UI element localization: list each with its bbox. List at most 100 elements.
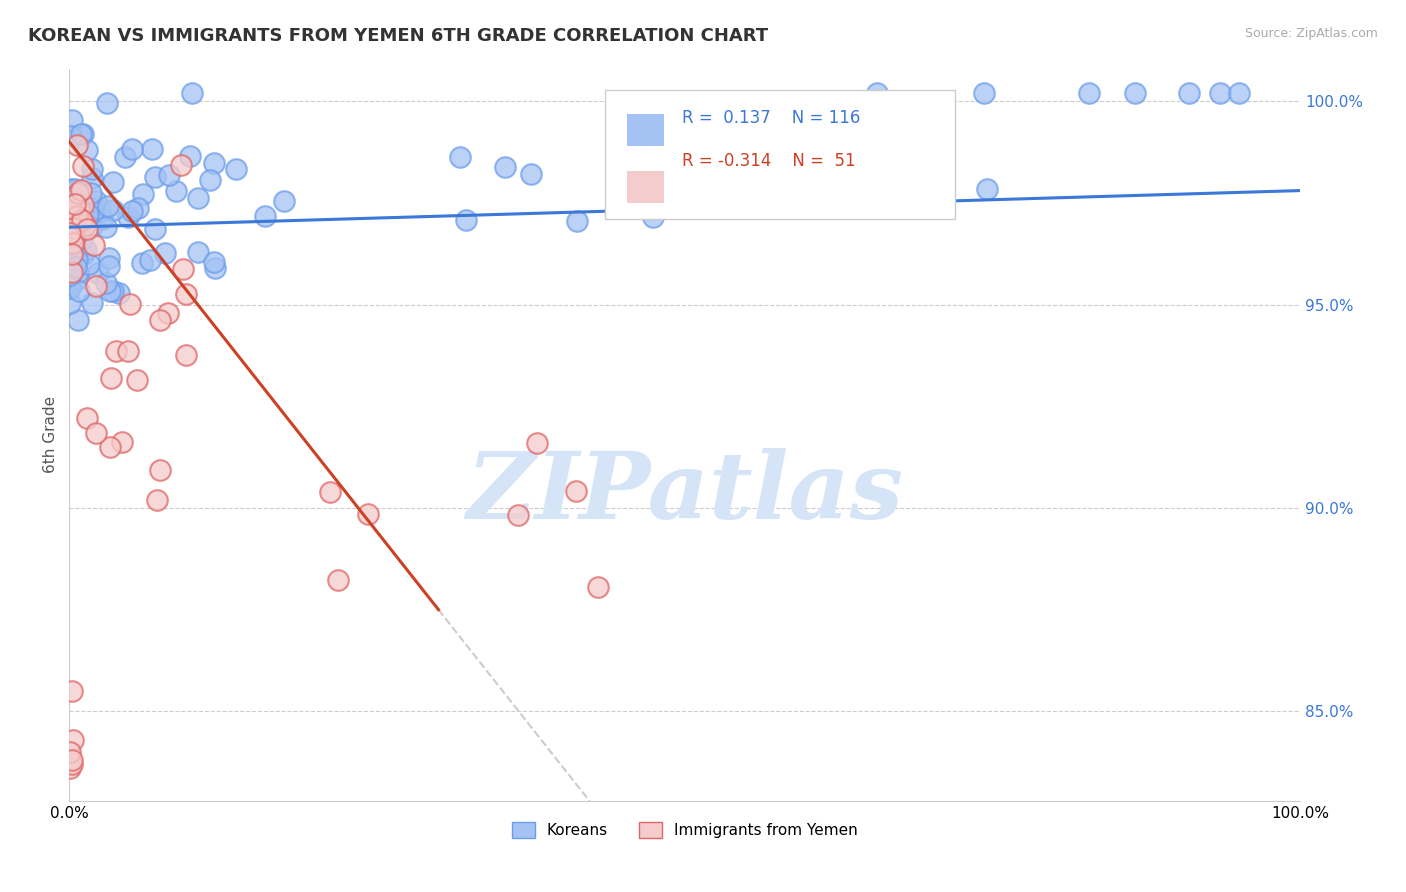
Point [127,201,149,215]
Point [62,247,84,261]
Point [1229,86,1251,100]
Point [63,184,86,198]
Point [565,483,588,498]
Point [319,484,342,499]
Point [865,86,887,100]
Point [67,191,90,205]
Point [60,113,83,128]
Point [796,95,818,110]
Text: ZIPatlas: ZIPatlas [467,449,903,538]
Point [506,508,529,523]
Point [273,194,295,208]
Point [62,206,84,220]
Point [59,220,82,235]
Point [59,182,82,196]
Point [82,205,104,219]
Point [449,149,471,163]
Point [59,240,82,254]
Point [89,204,111,219]
Point [149,313,172,327]
Point [76,203,98,218]
Point [76,199,98,213]
Point [165,185,187,199]
Point [157,306,180,320]
Point [121,204,143,219]
Point [62,236,84,251]
Point [63,197,86,211]
Point [149,463,172,477]
Point [98,440,121,454]
Point [62,235,84,250]
Point [60,757,83,772]
Point [75,244,97,258]
Point [97,260,120,274]
Text: R =  0.137    N = 116: R = 0.137 N = 116 [682,109,860,127]
Point [132,186,155,201]
Point [567,214,589,228]
Point [454,213,477,227]
Point [121,142,143,156]
Point [60,265,83,279]
Point [82,162,104,177]
Point [253,209,276,223]
Point [204,260,226,275]
Point [59,199,82,213]
Point [63,229,86,244]
Point [146,493,169,508]
Point [111,435,134,450]
Point [117,210,139,224]
Point [60,208,83,222]
Point [63,221,86,235]
Point [100,371,122,385]
Point [66,186,89,201]
Point [70,127,93,141]
Point [357,507,380,521]
Point [141,142,163,156]
Point [67,202,90,216]
Point [59,761,82,775]
Point [83,237,105,252]
Point [76,410,98,425]
Point [60,684,83,698]
Point [59,745,82,759]
Point [59,281,82,295]
Point [59,201,82,215]
Point [98,284,121,298]
Point [67,284,90,298]
Point [852,99,875,113]
Point [84,194,107,209]
Point [80,296,103,310]
Point [176,287,198,301]
Point [117,344,139,359]
Point [66,211,89,226]
Point [70,183,93,197]
Text: Source: ZipAtlas.com: Source: ZipAtlas.com [1244,27,1378,40]
Point [66,138,89,153]
Point [66,252,89,267]
Point [70,194,93,208]
Point [225,161,247,176]
Point [63,236,86,251]
Point [98,251,121,265]
Point [69,202,91,217]
Point [181,86,204,100]
Point [96,95,118,110]
Point [179,149,201,163]
Point [65,271,87,285]
Point [624,194,647,209]
Point [90,212,112,227]
Point [73,219,96,233]
Point [59,268,82,283]
Point [643,210,665,224]
Point [174,348,197,362]
Point [63,260,86,274]
Y-axis label: 6th Grade: 6th Grade [44,396,58,474]
Point [125,373,148,387]
Point [101,175,124,189]
Bar [627,114,664,146]
Point [66,205,89,219]
Point [143,170,166,185]
Point [187,245,209,260]
Point [520,168,543,182]
Point [676,142,699,156]
